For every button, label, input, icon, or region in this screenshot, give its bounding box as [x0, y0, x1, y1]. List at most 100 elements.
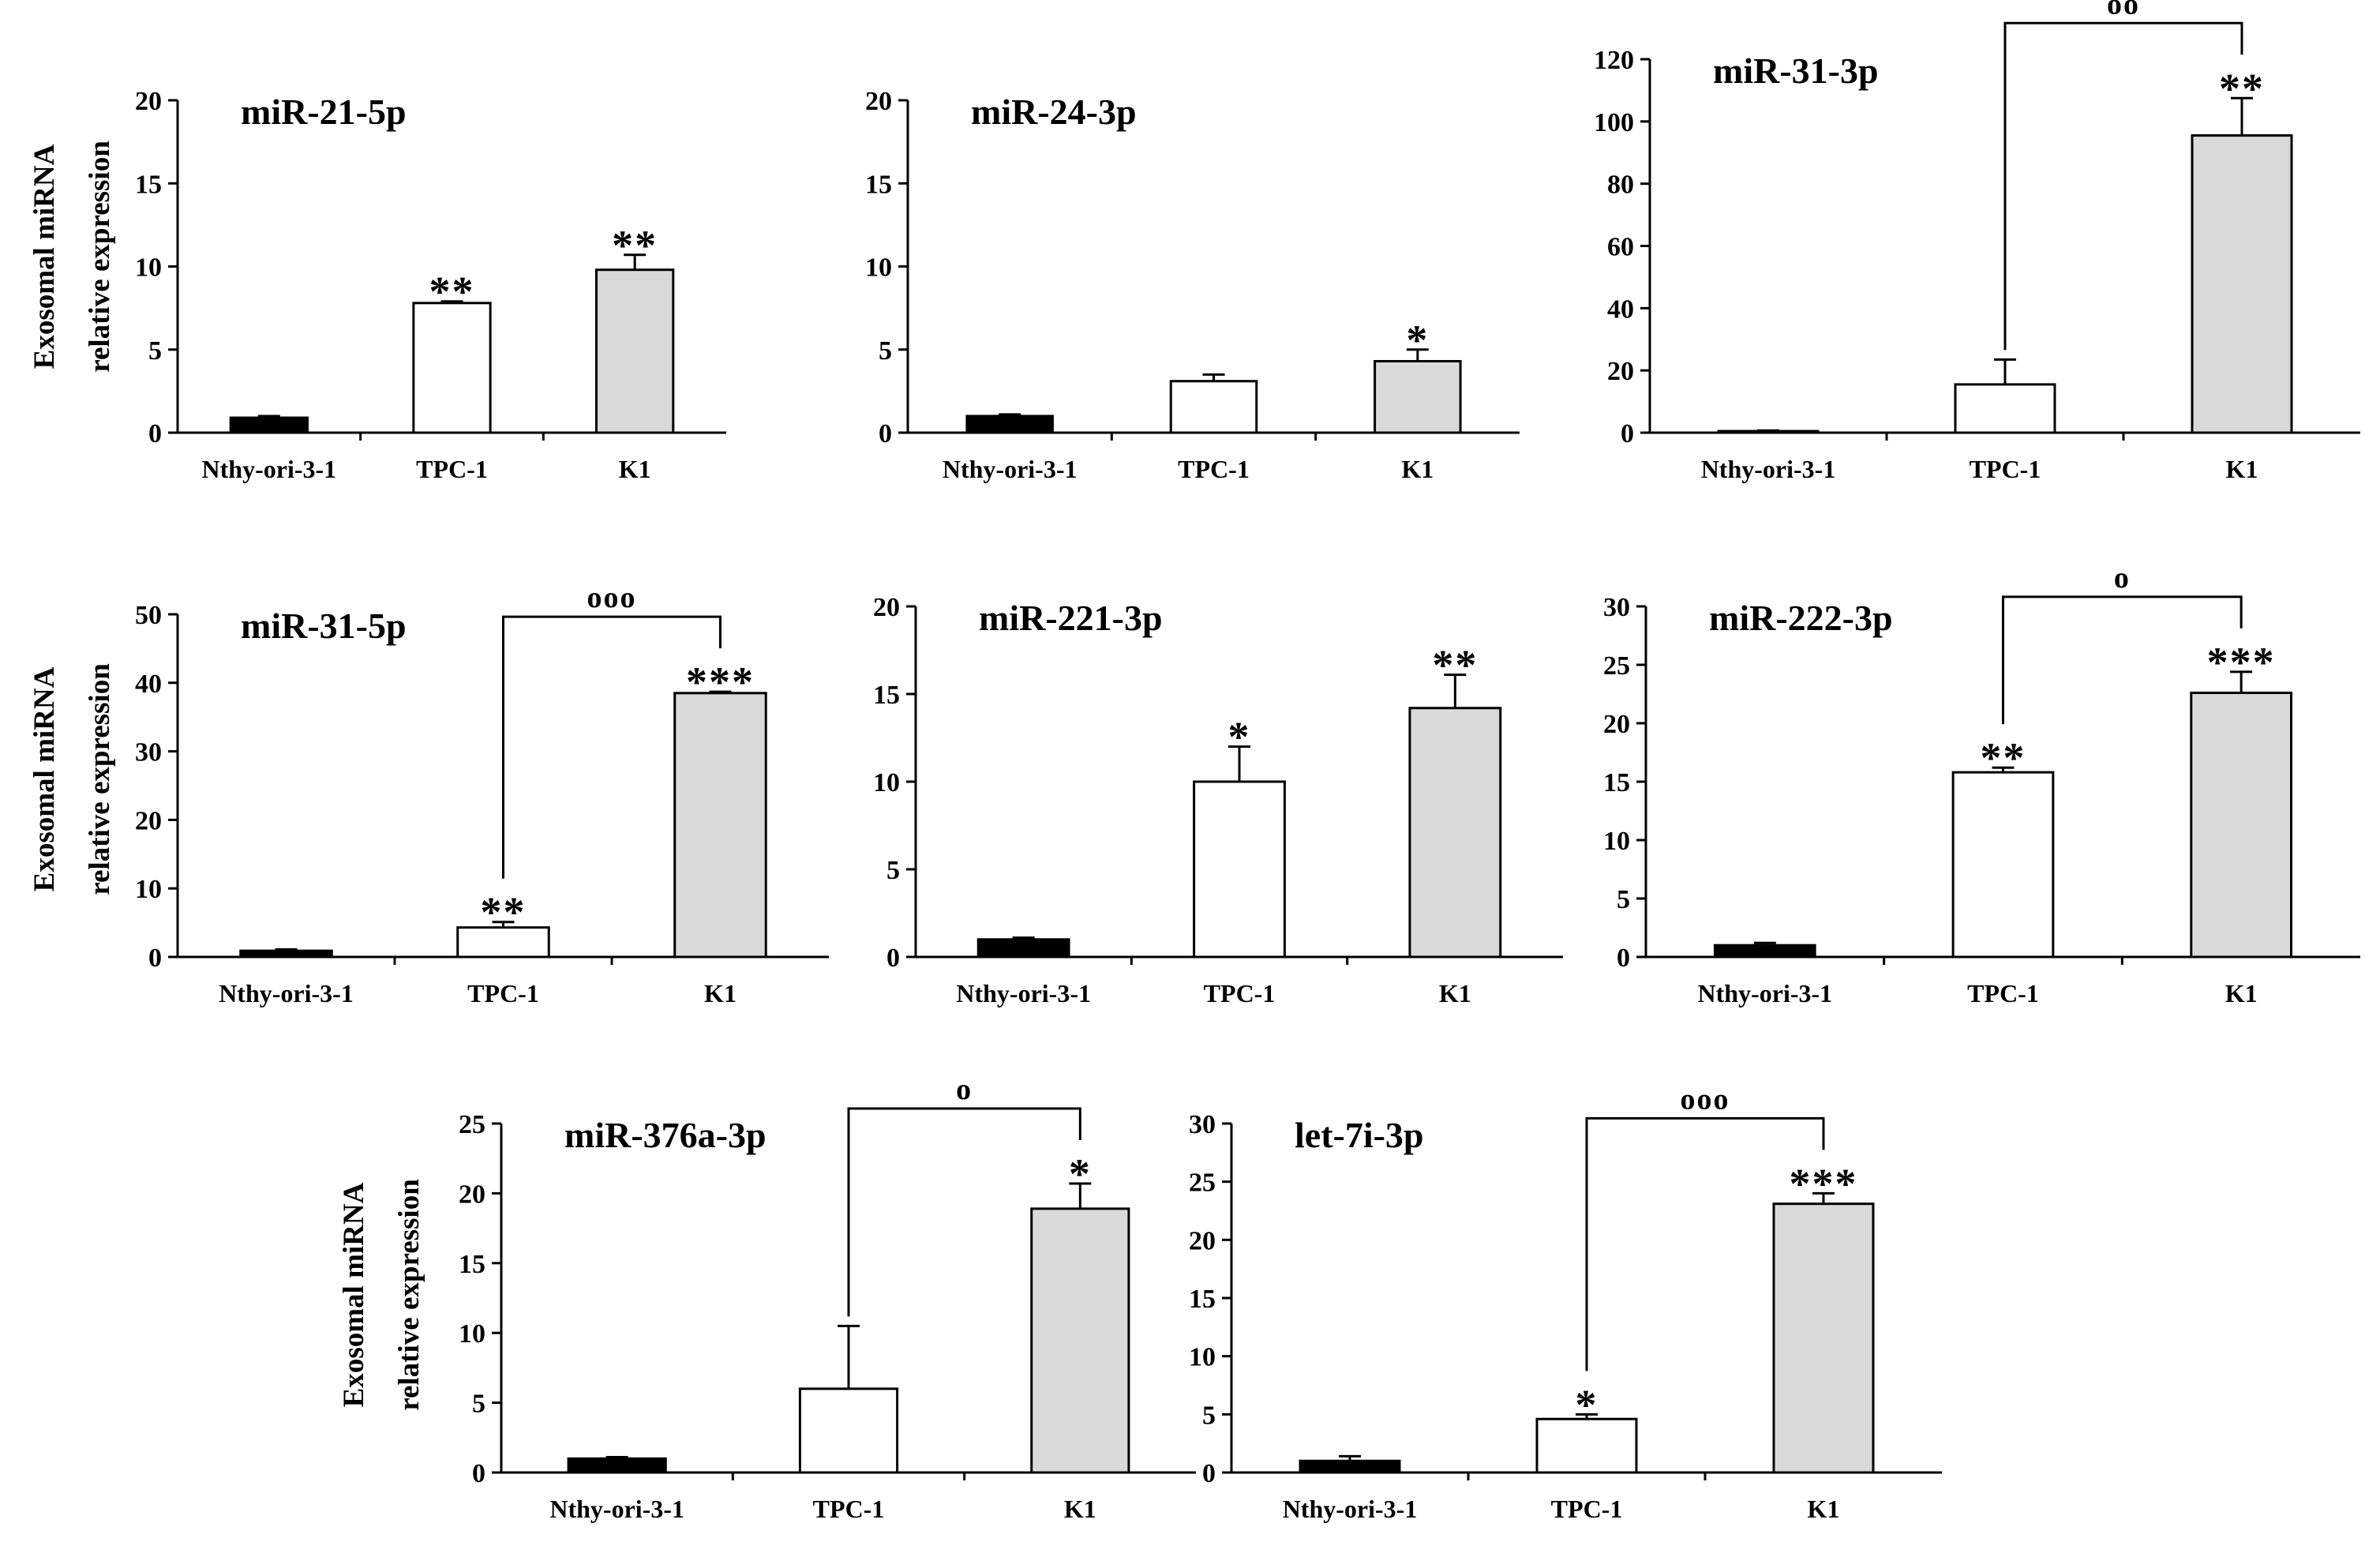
- y-tick-label: 20: [873, 593, 900, 622]
- y-tick-label: 15: [459, 1250, 485, 1279]
- y-tick-label: 30: [135, 738, 162, 767]
- y-tick-label: 15: [1189, 1285, 1216, 1314]
- y-tick-label: 20: [865, 87, 892, 116]
- significance-mark: **: [429, 268, 475, 316]
- bar: [1954, 383, 2056, 434]
- y-tick-label: 10: [135, 875, 162, 904]
- comparison-bracket: [2003, 21, 2243, 351]
- y-axis-label-row-1: Exosomal miRNA relative expression: [28, 141, 116, 373]
- y-tick-label: 10: [135, 253, 162, 283]
- significance-mark: *: [1406, 317, 1429, 364]
- x-category-label: Nthy-ori-3-1: [549, 1495, 684, 1523]
- bar: [229, 416, 309, 434]
- bar: [1713, 944, 1816, 959]
- significance-mark: *: [1069, 1150, 1092, 1198]
- bar: [595, 268, 675, 434]
- x-category-label: K1: [2226, 455, 2258, 483]
- y-tick-label: 5: [879, 336, 892, 366]
- bar: [2191, 134, 2293, 434]
- bar: [976, 938, 1070, 959]
- y-tick-label: 0: [1621, 419, 1634, 448]
- y-axis-label-row-3: Exosomal miRNA relative expression: [338, 1179, 425, 1411]
- x-category-label: K1: [1439, 979, 1471, 1007]
- x-category-label: TPC-1: [813, 1495, 885, 1523]
- panel-title: miR-222-3p: [1709, 598, 1893, 638]
- panel-title: miR-221-3p: [979, 598, 1163, 638]
- y-axis-label-row-2: Exosomal miRNA relative expression: [28, 663, 116, 895]
- y-tick-label: 0: [886, 944, 900, 973]
- y-tick-label: 20: [135, 87, 162, 116]
- y-tick-label: 20: [1603, 710, 1630, 739]
- y-label-line1: Exosomal miRNA: [338, 1182, 370, 1407]
- x-category-label: K1: [619, 455, 651, 483]
- x-category-label: Nthy-ori-3-1: [1283, 1495, 1418, 1523]
- x-category-label: Nthy-ori-3-1: [943, 455, 1078, 483]
- comparison-bracket: [847, 1107, 1081, 1317]
- y-tick-label: 5: [148, 336, 162, 366]
- bar: [1374, 359, 1462, 434]
- significance-mark: ***: [1790, 1160, 1858, 1207]
- x-category-label: Nthy-ori-3-1: [1701, 455, 1836, 483]
- bar: [567, 1457, 667, 1474]
- y-tick-label: 25: [459, 1110, 485, 1139]
- y-tick-label: 40: [1607, 295, 1634, 324]
- significance-mark: **: [481, 889, 527, 936]
- panel-mir-376a-3p: 0 5 10 15 20 25 Nthy-ori-3-1 TPC-1 K1 * o miR-376a-…: [459, 1073, 1196, 1523]
- y-label-line1: Exosomal miRNA: [28, 666, 61, 891]
- x-category-label: Nthy-ori-3-1: [1698, 979, 1833, 1007]
- significance-mark: **: [1432, 642, 1478, 689]
- y-tick-label: 20: [135, 806, 162, 835]
- x-category-label: K1: [2225, 979, 2258, 1007]
- bar: [2190, 692, 2293, 959]
- y-tick-label: 15: [135, 170, 162, 199]
- y-tick-label: 20: [1607, 357, 1634, 386]
- y-tick-label: 0: [472, 1459, 485, 1488]
- bracket-significance-label: o: [956, 1073, 973, 1106]
- y-tick-label: 20: [459, 1180, 485, 1209]
- y-tick-label: 0: [148, 944, 162, 973]
- bar: [1169, 380, 1258, 434]
- bar: [1951, 771, 2055, 959]
- x-category-label: K1: [1808, 1495, 1840, 1523]
- y-tick-label: 10: [865, 253, 892, 283]
- bar: [412, 302, 492, 434]
- bar: [965, 415, 1054, 434]
- y-tick-label: 30: [1603, 593, 1630, 622]
- y-tick-label: 10: [873, 768, 900, 797]
- comparison-bracket: [2002, 595, 2243, 725]
- panel-title: miR-31-3p: [1713, 51, 1879, 91]
- y-tick-label: 15: [873, 681, 900, 710]
- bar: [1193, 780, 1286, 959]
- y-tick-label: 40: [135, 670, 162, 699]
- x-category-label: TPC-1: [1970, 455, 2041, 483]
- x-category-label: Nthy-ori-3-1: [956, 979, 1091, 1007]
- y-tick-label: 0: [1202, 1459, 1216, 1488]
- x-category-label: TPC-1: [1967, 979, 2039, 1007]
- x-category-label: TPC-1: [467, 979, 539, 1007]
- x-category-label: TPC-1: [1178, 455, 1250, 483]
- x-category-label: K1: [1064, 1495, 1096, 1523]
- bracket-significance-label: ooo: [587, 581, 637, 614]
- y-tick-label: 10: [1189, 1343, 1216, 1372]
- panel-mir-24-3p: 0 5 10 15 20 Nthy-ori-3-1 TPC-1 K1 * miR-24-3p: [865, 87, 1520, 483]
- y-tick-label: 5: [1617, 885, 1630, 914]
- x-category-label: K1: [704, 979, 736, 1007]
- y-tick-label: 5: [472, 1390, 485, 1419]
- bar: [798, 1387, 899, 1474]
- panel-title: miR-376a-3p: [564, 1115, 766, 1155]
- y-tick-label: 25: [1603, 651, 1630, 681]
- bar: [1408, 707, 1502, 959]
- x-category-label: Nthy-ori-3-1: [202, 455, 337, 483]
- x-category-label: Nthy-ori-3-1: [219, 979, 354, 1007]
- x-category-label: TPC-1: [1551, 1495, 1623, 1523]
- bar: [1299, 1459, 1401, 1474]
- x-category-label: TPC-1: [1204, 979, 1276, 1007]
- x-category-label: K1: [1401, 455, 1434, 483]
- panel-title: miR-24-3p: [971, 92, 1137, 132]
- comparison-bracket: [502, 615, 721, 879]
